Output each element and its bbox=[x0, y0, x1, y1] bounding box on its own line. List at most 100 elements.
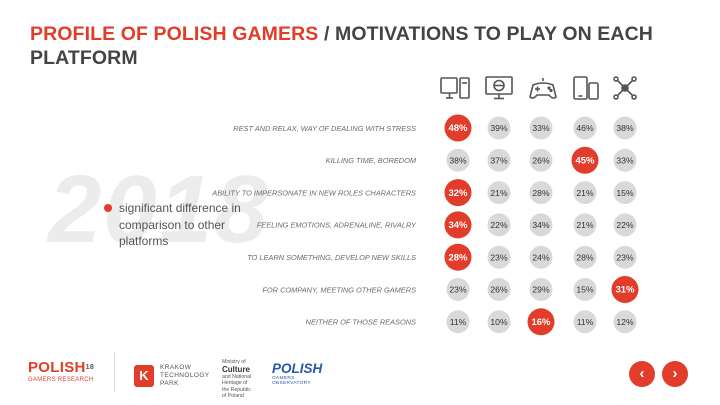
value-label: 37% bbox=[490, 156, 508, 166]
legend-dot bbox=[104, 204, 112, 212]
value-circle bbox=[529, 245, 553, 269]
row-label: ABILITY TO IMPERSONATE IN NEW ROLES CHAR… bbox=[211, 188, 416, 197]
value-label: 34% bbox=[532, 220, 550, 230]
value-label: 38% bbox=[449, 156, 467, 166]
logo3-strong: Culture bbox=[222, 365, 250, 375]
chevron-right-icon: › bbox=[672, 365, 678, 382]
logo1-sub: GAMERS RESEARCH bbox=[28, 377, 94, 383]
value-label: 22% bbox=[616, 220, 634, 230]
value-label: 31% bbox=[615, 285, 635, 296]
value-circle bbox=[613, 245, 637, 269]
value-circle-highlighted bbox=[444, 114, 472, 142]
value-circle bbox=[613, 148, 637, 172]
value-circle bbox=[573, 116, 597, 140]
value-circle bbox=[573, 181, 597, 205]
value-circle bbox=[487, 245, 511, 269]
value-label: 26% bbox=[490, 285, 508, 295]
ministry-of-culture-logo: Ministry of Culture and National Heritag… bbox=[222, 359, 274, 399]
logo3-line5: of Poland bbox=[222, 392, 244, 399]
footer-divider bbox=[114, 352, 115, 392]
gamepad-icon bbox=[529, 78, 557, 99]
value-label: 32% bbox=[448, 188, 468, 199]
krakow-technology-park-logo: K KRAKOW TECHNOLOGY PARK bbox=[134, 363, 214, 391]
value-circle bbox=[613, 116, 637, 140]
web-browser-icon bbox=[485, 76, 513, 100]
value-circle bbox=[446, 278, 470, 301]
title-rest: / MOTIVATIONS TO PLAY ON EACH PLATFORM bbox=[30, 23, 653, 69]
logo3-line1: Ministry of bbox=[222, 359, 246, 365]
desktop-pc-icon bbox=[440, 77, 470, 99]
value-label: 23% bbox=[616, 252, 634, 262]
page-title: PROFILE OF POLISH GAMERS / MOTIVATIONS T… bbox=[30, 22, 670, 70]
value-circle bbox=[487, 213, 511, 237]
value-label: 22% bbox=[490, 220, 508, 230]
value-label: 16% bbox=[531, 317, 551, 328]
value-circle bbox=[487, 116, 511, 140]
value-circle bbox=[529, 213, 553, 237]
value-label: 33% bbox=[532, 123, 550, 133]
row-label: FEELING EMOTIONS, ADRENALINE, RIVALRY bbox=[257, 221, 417, 230]
value-circle-highlighted bbox=[611, 276, 639, 303]
value-label: 45% bbox=[575, 156, 595, 167]
row-label: REST AND RELAX, WAY OF DEALING WITH STRE… bbox=[233, 124, 416, 133]
logo4-sub: GAMERS OBSERVATORY bbox=[272, 376, 311, 386]
value-circle-highlighted bbox=[444, 179, 472, 207]
value-circle-highlighted bbox=[444, 243, 472, 271]
value-label: 21% bbox=[490, 188, 508, 198]
value-circle bbox=[529, 181, 553, 205]
title-highlight: PROFILE OF POLISH GAMERS bbox=[30, 23, 319, 45]
value-label: 11% bbox=[450, 317, 467, 327]
value-label: 39% bbox=[490, 123, 508, 133]
value-circle bbox=[613, 213, 637, 237]
logo2-line2: TECHNOLOGY bbox=[160, 372, 210, 379]
value-circle-highlighted bbox=[571, 146, 599, 174]
logo3-line4: the Republic bbox=[222, 386, 251, 393]
prev-slide-button[interactable]: ‹ bbox=[629, 361, 655, 387]
next-slide-button[interactable]: › bbox=[662, 361, 688, 387]
value-label: 10% bbox=[490, 317, 508, 327]
value-label: 28% bbox=[448, 252, 468, 263]
logo2-mark: K bbox=[134, 365, 154, 387]
value-label: 46% bbox=[576, 123, 594, 133]
row-label: FOR COMPANY, MEETING OTHER GAMERS bbox=[262, 285, 416, 294]
value-label: 21% bbox=[576, 220, 594, 230]
logo1-main: POLISH bbox=[28, 359, 86, 376]
value-label: 12% bbox=[616, 317, 634, 327]
value-label: 21% bbox=[576, 188, 594, 198]
value-circle-highlighted bbox=[527, 308, 555, 336]
value-circle bbox=[487, 148, 511, 172]
value-label: 38% bbox=[616, 123, 634, 133]
value-label: 33% bbox=[616, 156, 634, 166]
value-label: 23% bbox=[449, 285, 467, 295]
value-label: 28% bbox=[532, 188, 550, 198]
value-label: 23% bbox=[490, 252, 508, 262]
value-circle bbox=[487, 278, 511, 301]
logo3-line3: Heritage of bbox=[222, 380, 248, 387]
value-circle bbox=[573, 310, 597, 334]
value-circle bbox=[573, 278, 597, 301]
value-label: 11% bbox=[577, 317, 594, 327]
value-circle-highlighted bbox=[444, 211, 472, 239]
polish-gamers-observatory-logo: POLISH GAMERS OBSERVATORY bbox=[272, 361, 332, 386]
value-label: 24% bbox=[532, 252, 550, 262]
logo1-year: 18 bbox=[85, 364, 95, 371]
value-circle bbox=[529, 116, 553, 140]
value-label: 34% bbox=[448, 220, 468, 231]
row-label: TO LEARN SOMETHING, DEVELOP NEW SKILLS bbox=[247, 253, 416, 262]
logo4-main: POLISH bbox=[272, 361, 323, 376]
value-label: 15% bbox=[576, 285, 594, 295]
value-label: 26% bbox=[532, 156, 550, 166]
value-label: 48% bbox=[448, 123, 468, 134]
logo2-line1: KRAKOW bbox=[160, 364, 192, 371]
row-label: NEITHER OF THOSE REASONS bbox=[306, 318, 416, 327]
value-label: 15% bbox=[616, 188, 634, 198]
chevron-left-icon: ‹ bbox=[639, 365, 645, 382]
value-circle bbox=[446, 310, 470, 334]
legend: significant difference in comparison to … bbox=[104, 200, 274, 250]
value-circle bbox=[613, 310, 637, 334]
value-circle bbox=[529, 148, 553, 172]
value-label: 29% bbox=[532, 285, 550, 295]
value-circle bbox=[529, 278, 553, 301]
logo2-line3: PARK bbox=[160, 380, 179, 387]
polish-gamers-research-logo: POLISH18 GAMERS RESEARCH bbox=[28, 359, 108, 384]
